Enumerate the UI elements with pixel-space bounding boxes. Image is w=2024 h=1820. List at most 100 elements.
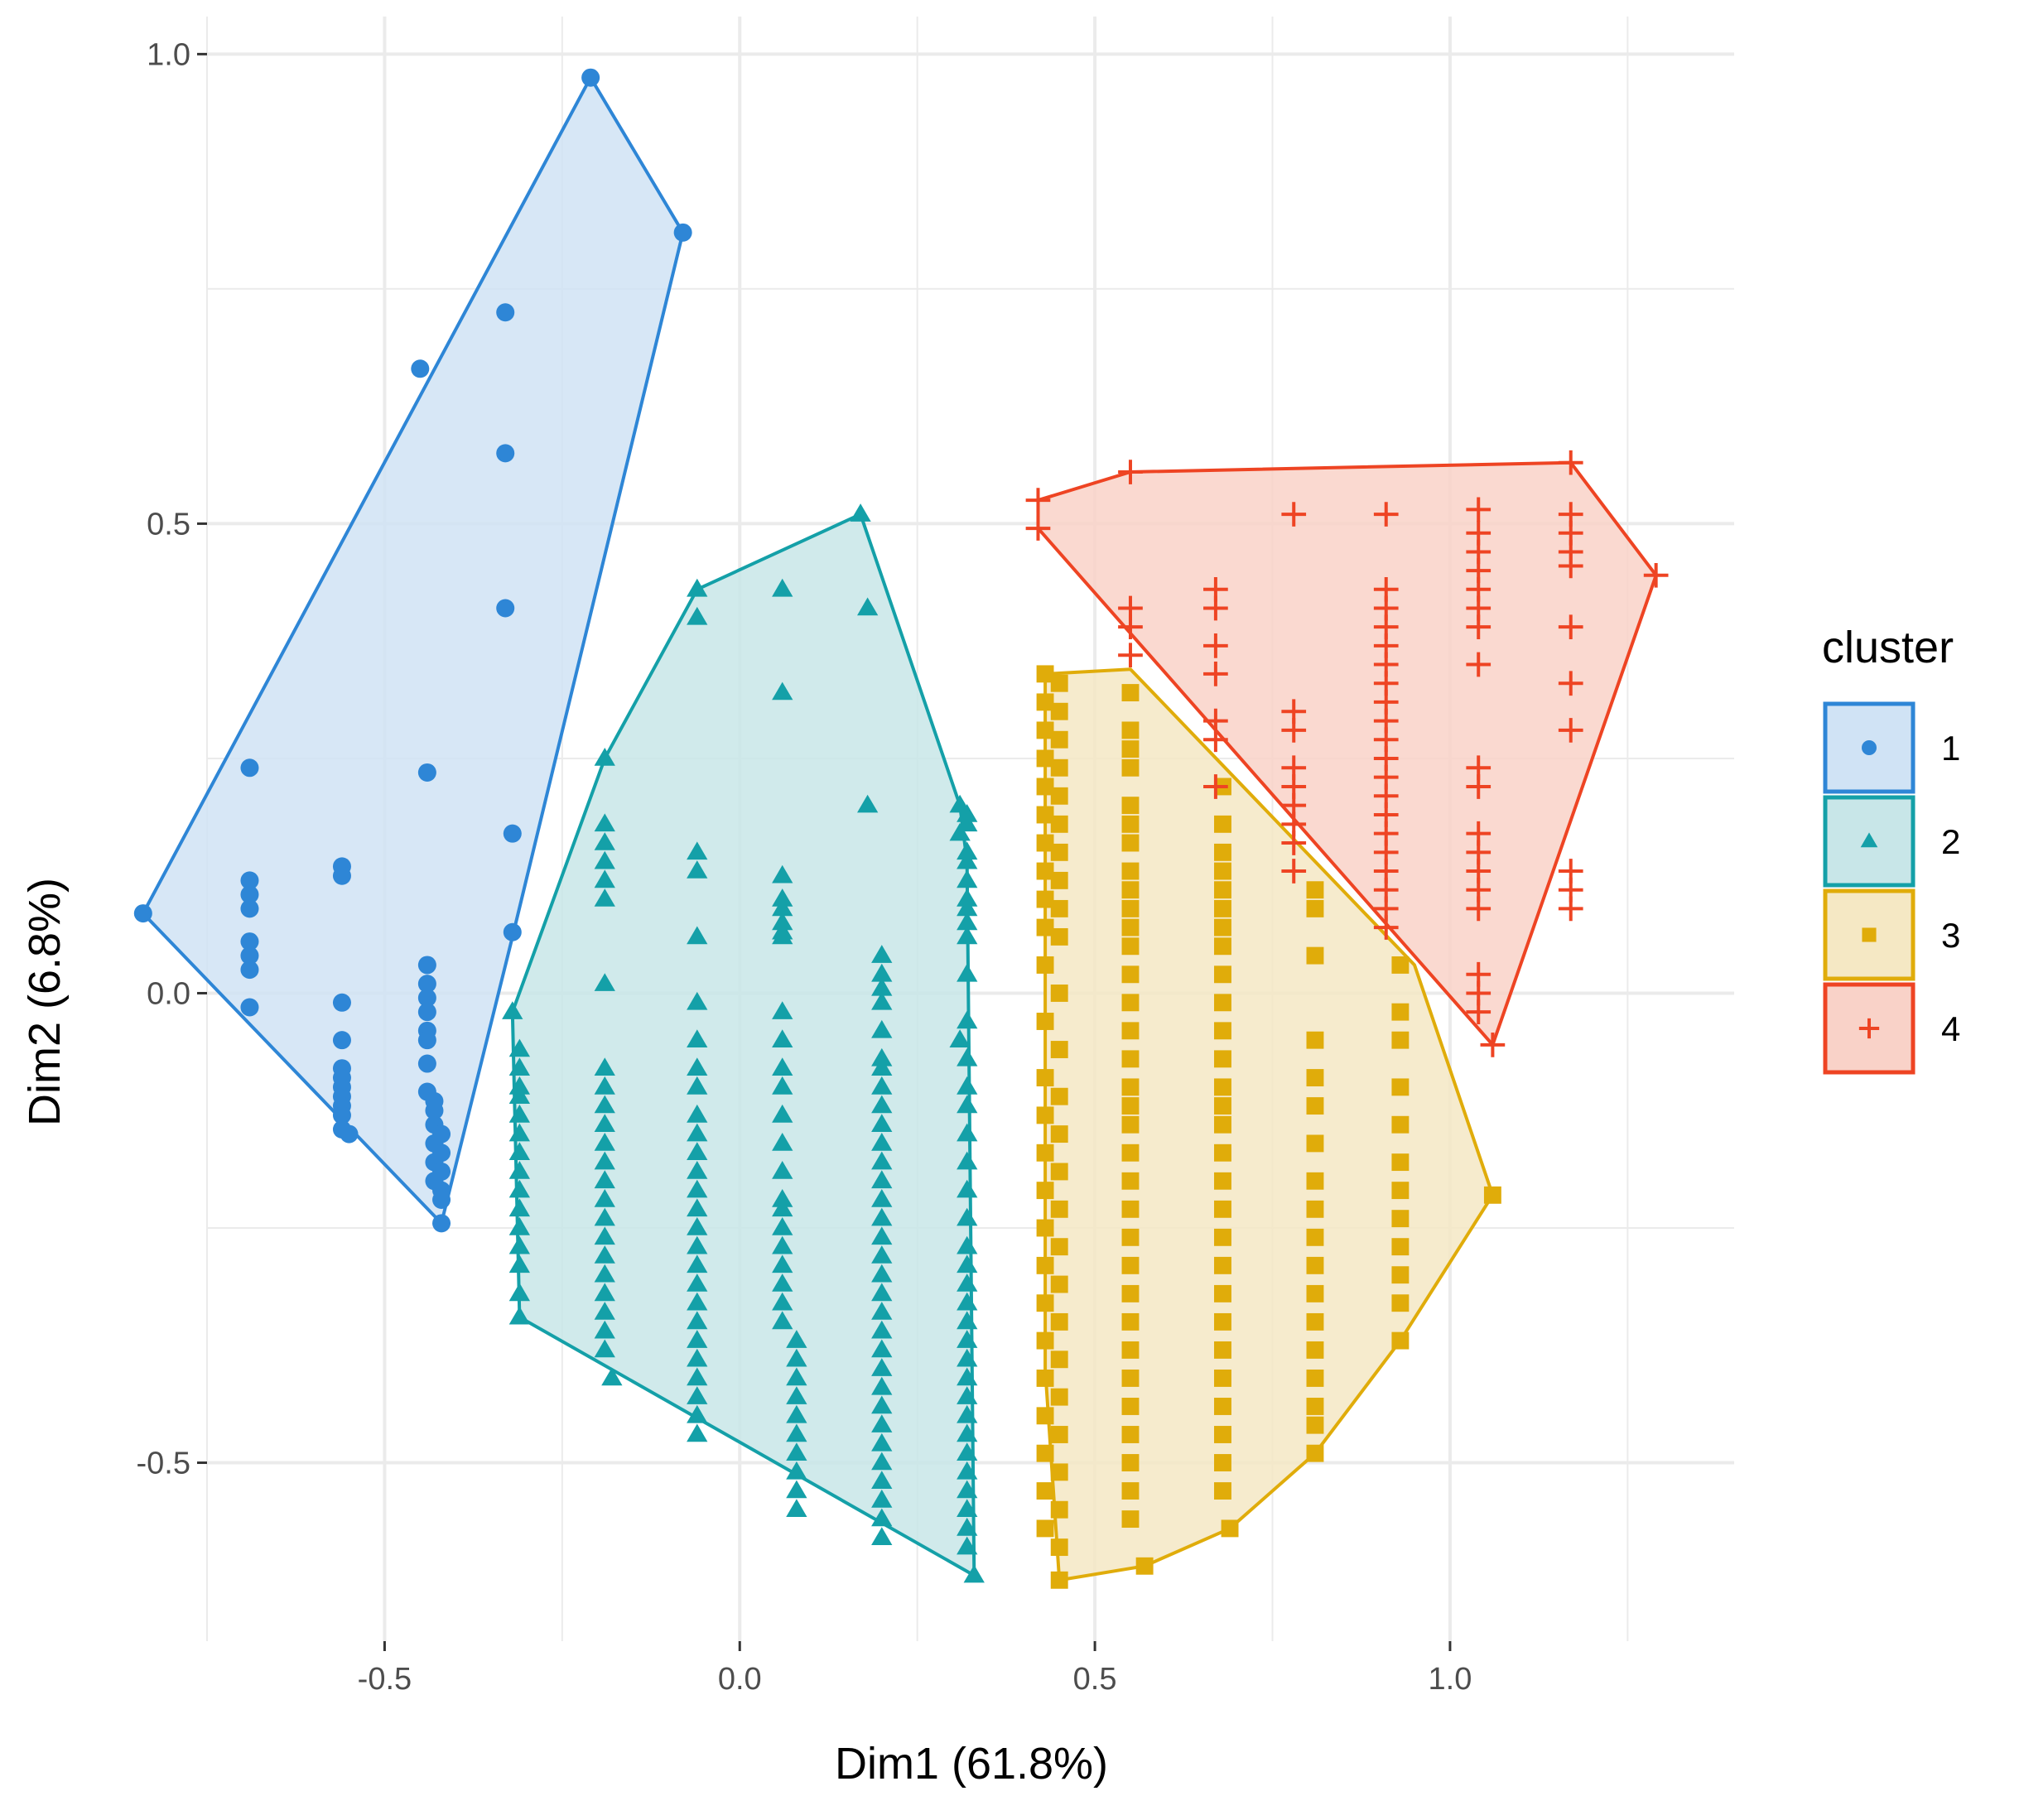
y-axis-ticks: -0.5 0.0 0.5 1.0 [137,37,207,1481]
cluster-1-point [133,904,152,923]
cluster-points [133,68,1669,1589]
cluster-3-point [1214,815,1231,833]
cluster-2-point [957,1076,978,1095]
cluster-3-point [1050,1351,1068,1369]
cluster-2-point [594,1057,615,1076]
cluster-2-point [786,1461,807,1480]
cluster-3-point [1036,1219,1054,1237]
cluster-3-point [1214,1050,1231,1068]
cluster-3-point [1121,1482,1140,1500]
cluster-2-point [687,860,708,879]
cluster-2-point [957,963,978,982]
cluster-4-points [1025,450,1669,1057]
cluster-2-point [594,1170,615,1189]
cluster-2-point [957,1151,978,1170]
cluster-2-point [871,1019,893,1038]
cluster-3-point [1036,1370,1054,1387]
cluster-3-point [1214,994,1231,1012]
cluster-3-point [1214,1022,1231,1040]
cluster-2-point [957,1311,978,1330]
cluster-2-point [871,1114,893,1132]
cluster-4-point [1558,896,1583,922]
cluster-3-point [1050,1125,1068,1144]
cluster-3-point [1050,1200,1068,1218]
cluster-4-point [1558,553,1583,579]
cluster-2-point [687,841,708,860]
cluster-2-point [687,1057,708,1076]
cluster-1-points [133,68,692,1233]
cluster-3-point [1121,1022,1140,1040]
cluster-1-point [503,922,522,941]
cluster-2-point [687,1404,708,1423]
cluster-2-point [957,898,978,917]
cluster-2-point [871,945,893,963]
cluster-3-point [1036,1331,1054,1350]
cluster-3-point [1306,1416,1324,1434]
cluster-3-point [1214,1370,1231,1387]
x-tick-label: -0.5 [358,1662,412,1697]
cluster-2-point [508,1161,530,1179]
cluster-1-point [240,932,259,951]
cluster-2-point [871,1207,893,1226]
cluster-3-point [1121,1341,1140,1359]
cluster-2-point [957,1480,978,1499]
cluster-2-point [957,841,978,860]
cluster-2-point [508,1104,530,1123]
cluster-2-point [601,1367,623,1386]
cluster-3-point [1214,1341,1231,1359]
cluster-3-point [1121,758,1140,777]
cluster-3-point [1306,1444,1324,1462]
x-tick-label: 1.0 [1429,1662,1472,1697]
cluster-2-point [594,1151,615,1170]
cluster-4-point [1480,1032,1506,1057]
cluster-1-point [417,975,436,994]
cluster-2-point [786,1480,807,1499]
cluster-2-point [871,1414,893,1432]
cluster-3-point [1121,937,1140,956]
cluster-2-point [871,1245,893,1264]
cluster-1-point [332,1031,351,1050]
cluster-3-point [1306,1172,1324,1190]
cluster-1-point [340,1124,359,1144]
cluster-1-point [417,763,436,782]
cluster-2-point [871,1047,893,1066]
cluster-3-point [1121,862,1140,880]
cluster-2-point [772,1217,793,1235]
cluster-1-point [496,599,515,618]
cluster-3-point [1391,1182,1410,1200]
cluster-3-point [1121,740,1140,758]
cluster-4-point [1203,774,1228,799]
cluster-3-point [1391,1078,1410,1096]
cluster-3-point [1050,843,1068,861]
cluster-2-point [772,1161,793,1179]
cluster-1-point [411,359,430,378]
cluster-3-point [1121,1312,1140,1331]
cluster-2-point [871,1376,893,1395]
cluster-2-point [871,1339,893,1358]
cluster-3-point [1214,1312,1231,1331]
cluster-3-point [1306,1134,1324,1153]
cluster-2-point [687,1076,708,1095]
cluster-2-point [687,1423,708,1442]
cluster-3-point [1121,1370,1140,1387]
cluster-2-point [508,1123,530,1142]
cluster-3-point [1121,834,1140,852]
cluster-2-point [594,1283,615,1302]
cluster-3-point [1306,1256,1324,1274]
cluster-3-point [1050,1163,1068,1181]
legend-label-4: 4 [1941,1009,1960,1048]
cluster-2-point [772,864,793,884]
legend-marker-4 [1858,1018,1880,1039]
legend-marker-2 [1860,832,1878,848]
cluster-4-point [1466,774,1491,799]
cluster-2-point [772,1029,793,1047]
cluster-4-point [1203,727,1228,753]
cluster-3-point [1121,1050,1140,1068]
cluster-2-point [772,1076,793,1095]
cluster-3-point [1050,1087,1068,1105]
cluster-4-point [1025,516,1051,541]
cluster-2-point [957,912,978,931]
cluster-1-hull [141,75,685,1225]
cluster-1-point [425,1101,444,1120]
cluster-2-point [871,1151,893,1170]
